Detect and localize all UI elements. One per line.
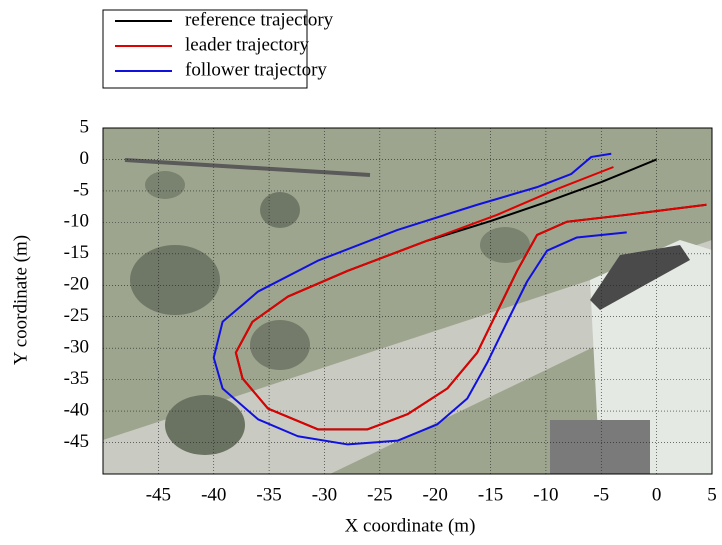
y-tick-label: 0 — [80, 148, 90, 169]
y-tick-label: -40 — [64, 399, 89, 420]
y-tick-label: 5 — [80, 116, 90, 137]
y-tick-label: -30 — [64, 337, 89, 358]
y-tick-label: -45 — [64, 431, 89, 452]
x-tick-label: 0 — [652, 484, 662, 505]
x-tick-label: -5 — [593, 484, 609, 505]
x-tick-label: -15 — [478, 484, 503, 505]
y-tick-label: -10 — [64, 211, 89, 232]
aerial-background — [103, 128, 712, 474]
y-tick-label: -15 — [64, 242, 89, 263]
legend-label: leader trajectory — [185, 34, 309, 55]
x-tick-label: -30 — [312, 484, 337, 505]
y-axis-label: Y coordinate (m) — [10, 235, 31, 365]
x-tick-label: -45 — [146, 484, 171, 505]
y-tick-label: -20 — [64, 274, 89, 295]
plot-frame — [102, 127, 713, 475]
y-tick-label: -35 — [64, 368, 89, 389]
trajectory-line — [212, 152, 627, 446]
legend-box — [102, 9, 308, 89]
y-tick-label: -25 — [64, 305, 89, 326]
trajectory-line — [234, 166, 707, 431]
x-tick-label: -10 — [533, 484, 558, 505]
legend-label: reference trajectory — [185, 9, 334, 30]
x-tick-label: -25 — [367, 484, 392, 505]
legend-label: follower trajectory — [185, 59, 327, 80]
x-tick-label: -35 — [256, 484, 281, 505]
x-axis-label: X coordinate (m) — [345, 515, 476, 536]
x-tick-label: -20 — [423, 484, 448, 505]
x-tick-label: -40 — [201, 484, 226, 505]
x-tick-label: 5 — [707, 484, 717, 505]
y-tick-label: -5 — [73, 179, 89, 200]
